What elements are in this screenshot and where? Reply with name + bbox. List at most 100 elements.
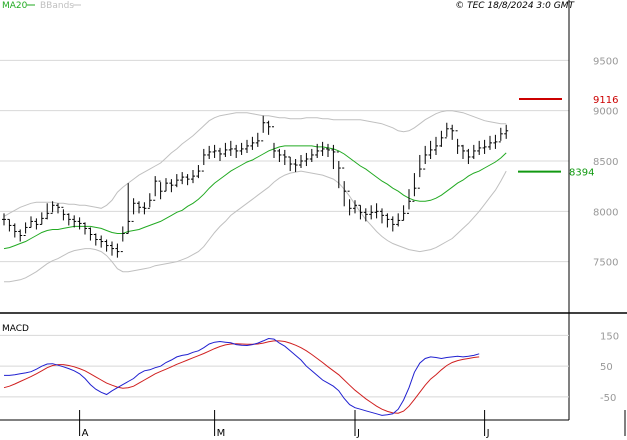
price-bar	[39, 212, 44, 225]
macd-lines	[3, 337, 480, 416]
price-bar	[104, 239, 109, 252]
price-bar	[304, 152, 309, 167]
price-bars	[2, 115, 509, 258]
price-bar	[137, 201, 141, 214]
price-bar	[417, 154, 422, 189]
price-bar	[61, 206, 66, 221]
price-axis-labels: 9500 9000 8500 8000 7500	[593, 56, 618, 268]
price-bar	[180, 172, 185, 185]
price-bar	[390, 216, 395, 232]
price-bar	[23, 222, 28, 236]
price-bar	[342, 167, 347, 207]
price-bar	[234, 144, 239, 158]
price-bar	[407, 189, 411, 214]
price-panel: 9116 8394 9500 9000 8500 8000 7500	[0, 0, 627, 420]
price-bar	[191, 170, 195, 184]
price-bar	[369, 205, 374, 220]
price-bar	[34, 218, 39, 230]
price-bar	[461, 144, 465, 159]
price-bar	[153, 176, 158, 201]
moving-average-line	[3, 145, 507, 250]
price-bar	[77, 217, 82, 230]
price-bar	[299, 154, 303, 169]
price-bar	[174, 174, 179, 188]
price-bar	[374, 203, 379, 219]
price-bar	[336, 151, 341, 189]
price-tick-label: 7500	[593, 258, 618, 269]
price-bar	[7, 218, 12, 232]
price-bar	[380, 208, 384, 224]
legend-bb-label: BBands	[40, 1, 74, 11]
price-bar	[266, 120, 271, 135]
price-bar	[450, 124, 455, 140]
signal-line	[3, 340, 480, 414]
macd-title: MACD	[2, 324, 29, 334]
macd-axis-labels: 150 50 -50	[600, 331, 619, 404]
price-bar	[434, 136, 438, 155]
price-bar	[482, 139, 487, 154]
price-bar	[455, 130, 460, 154]
price-bar	[353, 200, 357, 214]
price-bar	[320, 141, 325, 156]
price-bar	[293, 158, 298, 173]
price-bar	[126, 183, 131, 234]
price-bar	[504, 124, 509, 139]
copyright-text: © TEC 18/8/2024 3:0 GMT	[455, 1, 575, 11]
price-bar	[212, 144, 217, 158]
price-bar	[131, 198, 136, 222]
ma20-line	[3, 145, 507, 250]
month-label: A	[82, 428, 89, 439]
price-bar	[142, 202, 147, 215]
price-bar	[185, 174, 190, 186]
price-bar	[423, 145, 428, 170]
macd-tick-label: -50	[600, 393, 616, 404]
price-bar	[250, 136, 255, 150]
price-bar	[239, 142, 244, 155]
price-bar	[498, 127, 503, 143]
price-bar	[385, 213, 390, 228]
price-bar	[255, 132, 260, 147]
bb-lower-line	[4, 170, 507, 283]
price-bar	[471, 144, 476, 159]
price-bar	[201, 148, 206, 172]
month-label: J	[486, 428, 490, 439]
price-bar	[207, 145, 212, 159]
resistance-label: 9116	[593, 95, 618, 106]
price-bar	[466, 148, 471, 165]
price-bar	[93, 233, 98, 246]
price-tick-label: 9000	[593, 107, 618, 118]
price-bar	[272, 126, 276, 158]
price-bar	[29, 216, 33, 228]
month-axis: AMJJA	[79, 410, 626, 439]
price-bar	[245, 139, 249, 153]
price-bar	[282, 149, 287, 166]
price-bar	[396, 213, 401, 227]
price-bar	[158, 180, 163, 200]
price-bar	[363, 208, 368, 222]
price-bar	[326, 143, 330, 157]
month-label: M	[217, 428, 226, 439]
price-bar	[45, 203, 50, 220]
price-bar	[223, 142, 228, 157]
price-bar	[110, 241, 114, 256]
price-bar	[169, 179, 174, 193]
price-bar	[218, 147, 222, 161]
price-bar	[439, 130, 444, 147]
macd-line	[4, 337, 480, 416]
month-label: J	[356, 428, 360, 439]
price-bar	[18, 229, 23, 242]
price-bar	[147, 193, 152, 209]
price-bar	[493, 134, 498, 149]
price-bar	[401, 205, 406, 221]
price-bar	[115, 243, 120, 258]
price-bar	[347, 190, 352, 216]
price-bar	[196, 165, 201, 179]
price-bar	[164, 178, 168, 192]
price-bar	[12, 223, 17, 238]
price-tick-label: 8500	[593, 157, 618, 168]
price-tick-label: 9500	[593, 56, 618, 67]
legend-ma-label: MA20	[2, 1, 28, 11]
price-bar	[2, 213, 6, 226]
price-bar	[120, 226, 125, 253]
